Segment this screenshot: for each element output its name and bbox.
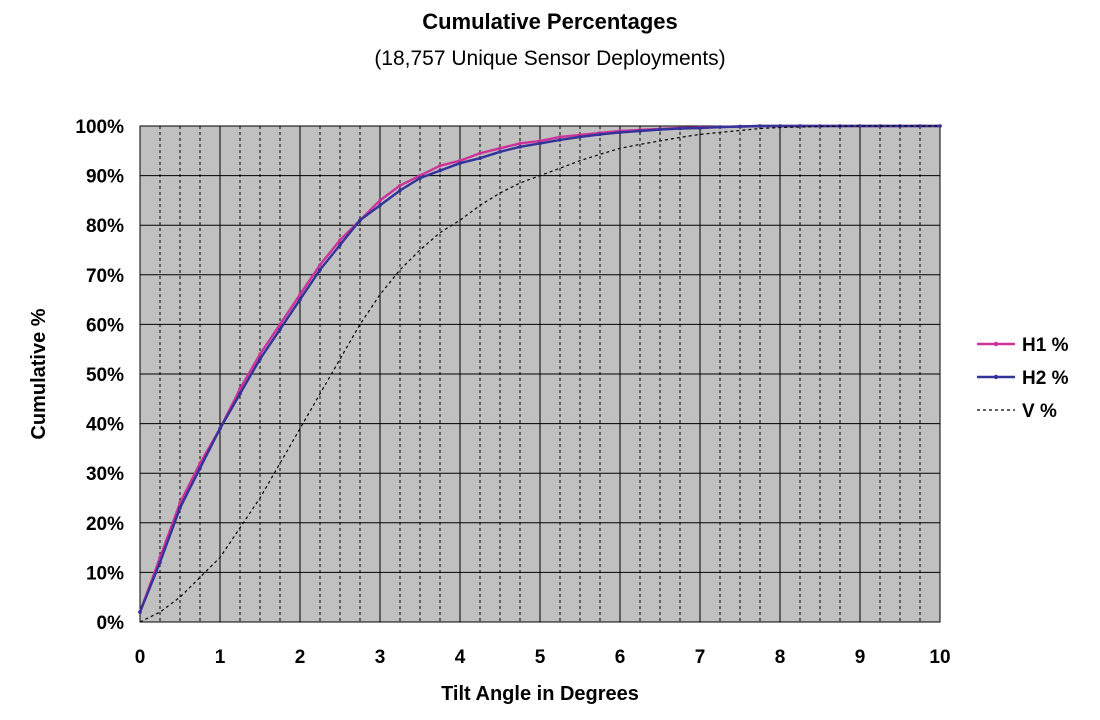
x-tick-label: 3: [375, 647, 386, 668]
data-point: [598, 132, 602, 137]
data-point: [438, 168, 442, 173]
data-point: [678, 126, 682, 131]
data-point: [658, 127, 662, 132]
series-layer: [138, 124, 942, 623]
x-tick-label: 1: [215, 647, 226, 668]
y-tick-label: 20%: [86, 514, 124, 535]
y-tick-label: 30%: [86, 464, 124, 485]
data-point: [158, 560, 162, 565]
data-point: [138, 610, 142, 614]
data-point: [398, 183, 402, 188]
x-tick-label: 10: [929, 647, 950, 668]
x-axis-label: Tilt Angle in Degrees: [441, 683, 639, 705]
data-point: [498, 146, 502, 151]
data-point: [378, 203, 382, 208]
x-tick-label: 0: [135, 647, 146, 668]
legend-marker: [993, 374, 999, 380]
y-tick-label: 100%: [75, 117, 124, 138]
data-point: [338, 243, 342, 247]
x-tick-label: 5: [535, 647, 546, 668]
y-tick-label: 40%: [86, 415, 124, 436]
y-tick-label: 70%: [86, 266, 124, 287]
data-point: [538, 139, 542, 143]
data-point: [238, 387, 242, 391]
series-line-3: [139, 125, 940, 623]
data-point: [558, 138, 562, 142]
data-point: [478, 151, 482, 156]
data-point: [538, 141, 542, 146]
data-point: [398, 188, 402, 193]
data-point: [258, 352, 262, 356]
chart-subtitle: (18,757 Unique Sensor Deployments): [374, 47, 725, 70]
data-point: [638, 129, 642, 133]
data-point: [258, 357, 262, 361]
data-point: [498, 149, 502, 154]
y-tick-label: 60%: [86, 315, 124, 336]
legend-label: H1 %: [1022, 335, 1069, 356]
data-point: [618, 130, 622, 135]
y-tick-label: 90%: [86, 167, 124, 188]
x-tick-label: 6: [615, 647, 626, 668]
legend-label: H2 %: [1022, 368, 1069, 389]
data-point: [278, 322, 282, 327]
data-point: [318, 263, 322, 267]
data-point: [518, 141, 522, 146]
legend-marker: [993, 341, 999, 347]
y-tick-label: 0%: [97, 613, 125, 634]
data-point: [938, 124, 942, 128]
data-point: [298, 297, 302, 302]
data-point: [458, 158, 462, 163]
data-point: [918, 124, 922, 128]
data-point: [238, 392, 242, 396]
y-tick-labels: 0% 10% 20% 30% 40% 50% 60% 70% 80% 90% 100%: [75, 117, 124, 634]
y-tick-label: 10%: [86, 563, 124, 584]
data-point: [198, 466, 202, 471]
data-point: [698, 126, 702, 130]
x-tick-label: 4: [455, 647, 466, 668]
data-point: [378, 198, 382, 203]
data-point: [298, 292, 302, 297]
chart-title: Cumulative Percentages: [422, 9, 678, 34]
data-point: [858, 124, 862, 128]
data-point: [418, 176, 422, 180]
legend-label: V %: [1022, 401, 1057, 422]
data-point: [558, 135, 562, 139]
data-point: [318, 268, 322, 272]
grid-major: [140, 126, 940, 622]
y-tick-label: 80%: [86, 216, 124, 237]
data-point: [278, 327, 282, 332]
data-point: [478, 156, 482, 161]
x-tick-label: 8: [775, 647, 786, 668]
y-tick-label: 50%: [86, 365, 124, 386]
x-tick-label: 7: [695, 647, 706, 668]
data-point: [438, 163, 442, 168]
y-axis-label: Cumulative %: [28, 308, 50, 439]
data-point: [578, 135, 582, 139]
data-point: [758, 124, 762, 128]
data-point: [338, 238, 342, 242]
data-point: [178, 506, 182, 510]
data-point: [518, 145, 522, 149]
legend: H1 % H2 % V %: [977, 335, 1069, 422]
x-tick-label: 9: [855, 647, 866, 668]
data-point: [358, 218, 362, 223]
x-tick-label: 2: [295, 647, 306, 668]
data-point: [218, 426, 222, 431]
data-point: [458, 161, 462, 165]
data-point: [718, 125, 722, 129]
x-tick-labels: 0 1 2 3 4 5 6 7 8 9 10: [135, 647, 951, 668]
data-point: [738, 124, 742, 129]
data-point: [878, 124, 882, 128]
